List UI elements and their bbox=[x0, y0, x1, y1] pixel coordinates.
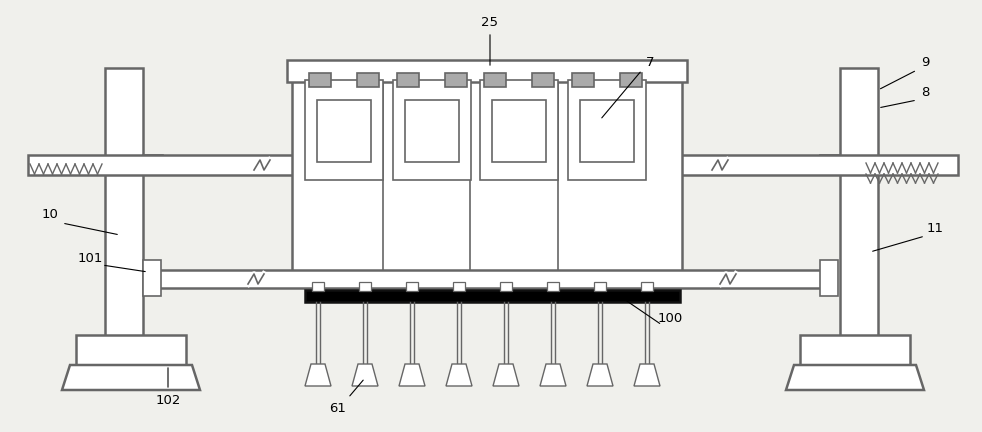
Polygon shape bbox=[305, 364, 331, 386]
Text: 102: 102 bbox=[155, 394, 181, 407]
Bar bbox=[292, 78, 682, 275]
Bar bbox=[406, 282, 418, 291]
Polygon shape bbox=[399, 364, 425, 386]
Bar bbox=[840, 68, 878, 336]
Bar bbox=[312, 282, 324, 291]
Text: 7: 7 bbox=[646, 55, 654, 69]
Bar bbox=[393, 80, 471, 180]
Bar bbox=[500, 282, 512, 291]
Text: 101: 101 bbox=[78, 251, 103, 264]
Bar bbox=[572, 73, 594, 87]
Text: 100: 100 bbox=[657, 311, 682, 324]
Text: 8: 8 bbox=[921, 86, 929, 98]
Polygon shape bbox=[493, 364, 519, 386]
Polygon shape bbox=[786, 365, 924, 390]
Bar bbox=[445, 73, 467, 87]
Text: 61: 61 bbox=[330, 401, 347, 414]
Bar bbox=[484, 73, 506, 87]
Bar bbox=[359, 282, 371, 291]
Bar bbox=[800, 335, 910, 365]
Bar bbox=[287, 60, 687, 82]
Text: 25: 25 bbox=[481, 16, 499, 29]
Bar bbox=[405, 100, 459, 162]
Bar bbox=[594, 282, 606, 291]
Bar bbox=[28, 155, 958, 175]
Polygon shape bbox=[634, 364, 660, 386]
Polygon shape bbox=[540, 364, 566, 386]
Bar bbox=[305, 80, 383, 180]
Bar bbox=[820, 260, 838, 296]
Bar bbox=[480, 80, 558, 180]
Bar bbox=[305, 290, 680, 302]
Bar bbox=[143, 155, 163, 169]
Bar bbox=[143, 260, 161, 296]
Bar bbox=[76, 335, 186, 365]
Text: 11: 11 bbox=[926, 222, 944, 235]
Bar bbox=[532, 73, 554, 87]
Bar bbox=[357, 73, 379, 87]
Polygon shape bbox=[352, 364, 378, 386]
Bar bbox=[309, 73, 331, 87]
Bar bbox=[547, 282, 559, 291]
Bar bbox=[453, 282, 465, 291]
Bar bbox=[317, 100, 371, 162]
Bar bbox=[620, 73, 642, 87]
Bar bbox=[397, 73, 419, 87]
Bar bbox=[820, 155, 840, 169]
Text: 10: 10 bbox=[41, 209, 59, 222]
Bar bbox=[641, 282, 653, 291]
Bar bbox=[105, 68, 143, 336]
Polygon shape bbox=[62, 365, 200, 390]
Polygon shape bbox=[446, 364, 472, 386]
Bar bbox=[568, 80, 646, 180]
Bar bbox=[155, 270, 828, 288]
Polygon shape bbox=[587, 364, 613, 386]
Bar bbox=[492, 100, 546, 162]
Text: 9: 9 bbox=[921, 55, 929, 69]
Bar bbox=[580, 100, 634, 162]
